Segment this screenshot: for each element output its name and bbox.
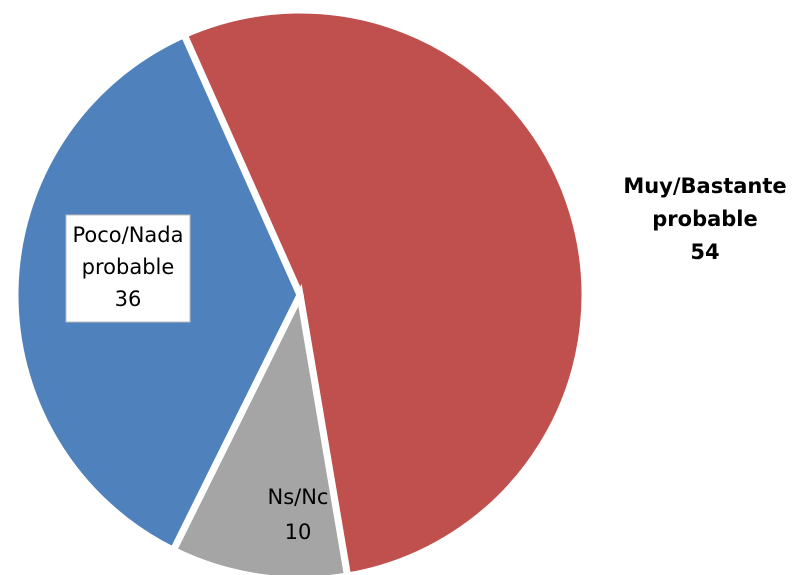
pie-slice: [179, 6, 589, 575]
label-line: probable: [82, 255, 175, 279]
data-label: Muy/Bastante probable 54: [623, 174, 786, 264]
label-line: probable: [652, 207, 758, 231]
value-label: 10: [285, 520, 312, 544]
category-label: Poco/Nada probable: [72, 223, 183, 279]
pie-slice: [168, 283, 351, 575]
label-line: Poco/Nada: [72, 223, 183, 247]
label-line: Muy/Bastante: [623, 174, 786, 198]
label-box: [65, 214, 191, 323]
label-line: Ns/Nc: [268, 485, 329, 509]
data-label: Poco/Nada probable 36: [65, 214, 191, 323]
data-label: Ns/Nc 10: [268, 485, 329, 544]
category-label: Ns/Nc: [268, 485, 329, 509]
category-label: Muy/Bastante probable: [623, 174, 786, 231]
value-label: 54: [690, 240, 719, 264]
value-label: 36: [115, 287, 142, 311]
